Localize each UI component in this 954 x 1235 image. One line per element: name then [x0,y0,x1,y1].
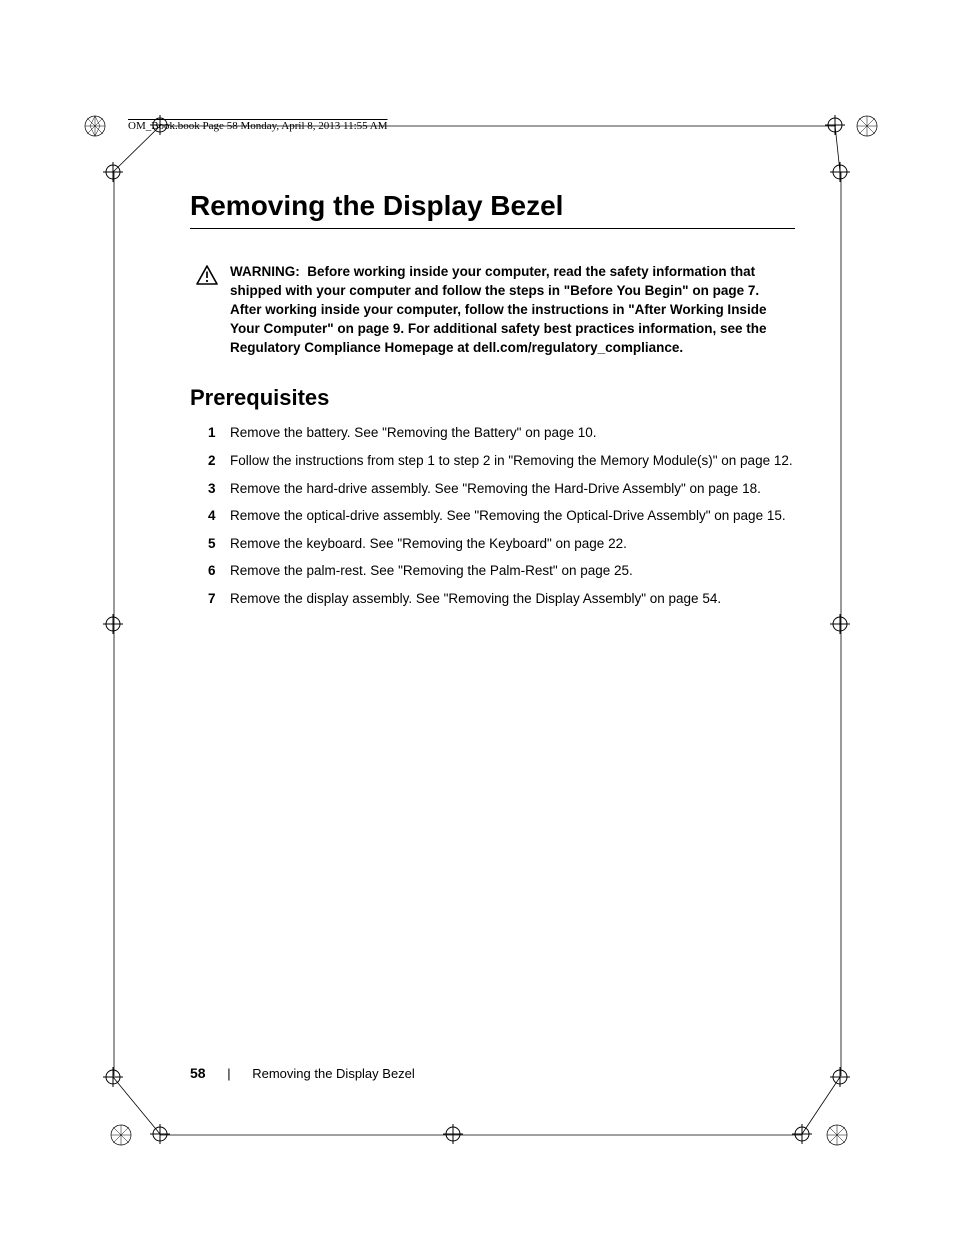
prerequisites-list: Remove the battery. See "Removing the Ba… [190,423,795,608]
crop-frame-icon [800,1077,842,1135]
crop-rosette-icon [84,115,106,137]
page-number: 58 [190,1065,206,1081]
crop-frame-icon [835,125,855,178]
warning-icon [196,265,218,357]
list-item: Remove the optical-drive assembly. See "… [212,506,795,526]
crop-frame-icon [106,125,166,178]
page-footer: 58 | Removing the Display Bezel [190,1065,415,1081]
crop-frame-icon [160,1134,802,1135]
warning-text: WARNING: Before working inside your comp… [230,263,791,357]
footer-separator: | [227,1066,230,1081]
crop-rosette-icon [856,115,878,137]
page: OM_Book.book Page 58 Monday, April 8, 20… [0,0,954,1235]
list-item: Remove the display assembly. See "Removi… [212,589,795,609]
page-title: Removing the Display Bezel [190,190,795,229]
list-item: Follow the instructions from step 1 to s… [212,451,795,471]
warning-label: WARNING: [230,264,300,279]
warning-block: WARNING: Before working inside your comp… [196,263,795,357]
list-item: Remove the keyboard. See "Removing the K… [212,534,795,554]
crop-frame-icon [840,172,841,1076]
list-item: Remove the hard-drive assembly. See "Rem… [212,479,795,499]
warning-body: Before working inside your computer, rea… [230,264,767,355]
footer-title: Removing the Display Bezel [252,1066,415,1081]
crop-frame-icon [113,1077,167,1135]
list-item: Remove the palm-rest. See "Removing the … [212,561,795,581]
crop-frame-icon [170,125,836,126]
list-item: Remove the battery. See "Removing the Ba… [212,423,795,443]
section-heading: Prerequisites [190,385,795,411]
crop-frame-icon [113,172,114,1076]
content-area: Removing the Display Bezel WARNING: Befo… [190,190,795,616]
